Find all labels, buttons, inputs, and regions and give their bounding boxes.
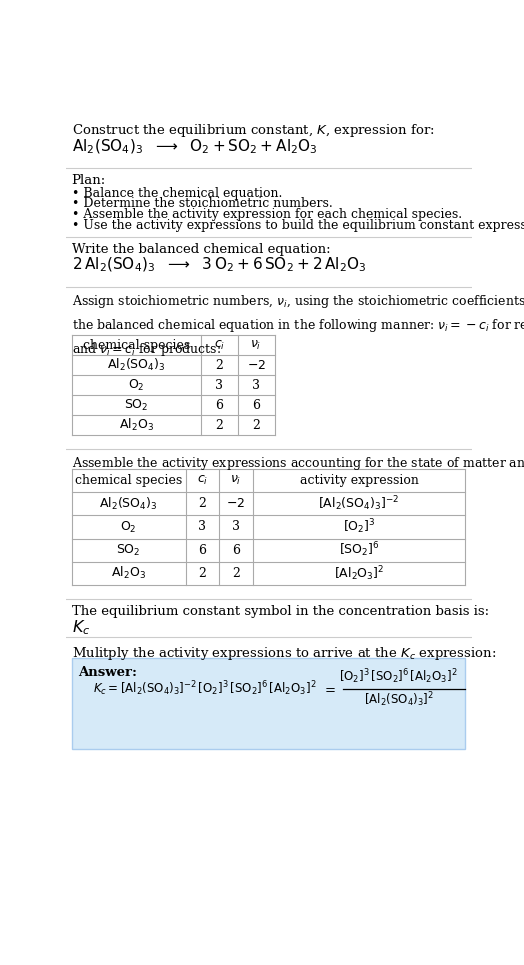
Text: • Assemble the activity expression for each chemical species.: • Assemble the activity expression for e… <box>72 208 462 221</box>
Text: chemical species: chemical species <box>83 339 190 352</box>
Text: • Balance the chemical equation.: • Balance the chemical equation. <box>72 186 282 200</box>
Text: Plan:: Plan: <box>72 175 106 187</box>
Text: Write the balanced chemical equation:: Write the balanced chemical equation: <box>72 243 330 256</box>
Text: 2: 2 <box>232 566 240 580</box>
Text: $\mathrm{O_2}$: $\mathrm{O_2}$ <box>121 519 137 535</box>
Text: Mulitply the activity expressions to arrive at the $K_c$ expression:: Mulitply the activity expressions to arr… <box>72 645 496 662</box>
Text: $\mathrm{O_2}$: $\mathrm{O_2}$ <box>128 377 145 393</box>
Text: 6: 6 <box>215 399 223 412</box>
Text: activity expression: activity expression <box>300 474 419 487</box>
Text: $\mathrm{Al_2O_3}$: $\mathrm{Al_2O_3}$ <box>119 417 154 433</box>
Text: $\mathrm{Al_2O_3}$: $\mathrm{Al_2O_3}$ <box>111 565 146 581</box>
Text: • Use the activity expressions to build the equilibrium constant expression.: • Use the activity expressions to build … <box>72 219 524 232</box>
Text: $[\mathrm{O_2}]^3\,[\mathrm{SO_2}]^6\,[\mathrm{Al_2O_3}]^2$: $[\mathrm{O_2}]^3\,[\mathrm{SO_2}]^6\,[\… <box>340 667 458 686</box>
Text: $[\mathrm{Al_2(SO_4)_3}]^{-2}$: $[\mathrm{Al_2(SO_4)_3}]^{-2}$ <box>319 494 400 513</box>
Text: $2\,\mathrm{Al_2(SO_4)_3}$  $\longrightarrow$  $3\,\mathrm{O_2} + 6\,\mathrm{SO_: $2\,\mathrm{Al_2(SO_4)_3}$ $\longrightar… <box>72 256 366 274</box>
Text: 2: 2 <box>215 359 223 372</box>
Text: $[\mathrm{Al_2(SO_4)_3}]^2$: $[\mathrm{Al_2(SO_4)_3}]^2$ <box>364 690 434 709</box>
Text: 2: 2 <box>252 419 260 432</box>
Text: $\mathrm{Al_2(SO_4)_3}$  $\longrightarrow$  $\mathrm{O_2 + SO_2 + Al_2O_3}$: $\mathrm{Al_2(SO_4)_3}$ $\longrightarrow… <box>72 137 318 155</box>
Text: Construct the equilibrium constant, $K$, expression for:: Construct the equilibrium constant, $K$,… <box>72 122 434 139</box>
Text: $\nu_i$: $\nu_i$ <box>231 474 242 487</box>
Text: $\mathrm{Al_2(SO_4)_3}$: $\mathrm{Al_2(SO_4)_3}$ <box>107 357 166 373</box>
Text: 3: 3 <box>198 520 206 534</box>
Text: $-2$: $-2$ <box>247 359 266 372</box>
Text: 3: 3 <box>232 520 240 534</box>
Text: 6: 6 <box>252 399 260 412</box>
Text: $\mathrm{SO_2}$: $\mathrm{SO_2}$ <box>124 398 149 413</box>
Text: Assemble the activity expressions accounting for the state of matter and $\nu_i$: Assemble the activity expressions accoun… <box>72 455 524 473</box>
Text: $\mathrm{SO_2}$: $\mathrm{SO_2}$ <box>116 542 141 558</box>
Text: Answer:: Answer: <box>78 666 137 678</box>
Text: 6: 6 <box>198 543 206 557</box>
Text: The equilibrium constant symbol in the concentration basis is:: The equilibrium constant symbol in the c… <box>72 605 489 618</box>
Text: 2: 2 <box>199 566 206 580</box>
Text: 2: 2 <box>215 419 223 432</box>
Text: $\mathrm{Al_2(SO_4)_3}$: $\mathrm{Al_2(SO_4)_3}$ <box>100 496 158 511</box>
Text: $[\mathrm{SO_2}]^6$: $[\mathrm{SO_2}]^6$ <box>339 540 379 560</box>
Text: 3: 3 <box>252 379 260 392</box>
Text: $c_i$: $c_i$ <box>214 339 225 352</box>
Text: $c_i$: $c_i$ <box>196 474 208 487</box>
Text: 3: 3 <box>215 379 223 392</box>
Text: $-2$: $-2$ <box>226 497 246 510</box>
Text: $=$: $=$ <box>322 682 336 695</box>
Text: 2: 2 <box>199 497 206 510</box>
Text: • Determine the stoichiometric numbers.: • Determine the stoichiometric numbers. <box>72 198 332 210</box>
Text: $[\mathrm{O_2}]^3$: $[\mathrm{O_2}]^3$ <box>343 517 376 537</box>
Text: $K_c = [\mathrm{Al_2(SO_4)_3}]^{-2}\,[\mathrm{O_2}]^3\,[\mathrm{SO_2}]^6\,[\math: $K_c = [\mathrm{Al_2(SO_4)_3}]^{-2}\,[\m… <box>93 679 317 698</box>
Text: Assign stoichiometric numbers, $\nu_i$, using the stoichiometric coefficients, $: Assign stoichiometric numbers, $\nu_i$, … <box>72 293 524 358</box>
FancyBboxPatch shape <box>72 658 465 749</box>
Text: $[\mathrm{Al_2O_3}]^2$: $[\mathrm{Al_2O_3}]^2$ <box>334 564 385 583</box>
Text: $\nu_i$: $\nu_i$ <box>250 339 262 352</box>
Text: 6: 6 <box>232 543 240 557</box>
Text: $K_c$: $K_c$ <box>72 618 90 637</box>
Text: chemical species: chemical species <box>75 474 182 487</box>
